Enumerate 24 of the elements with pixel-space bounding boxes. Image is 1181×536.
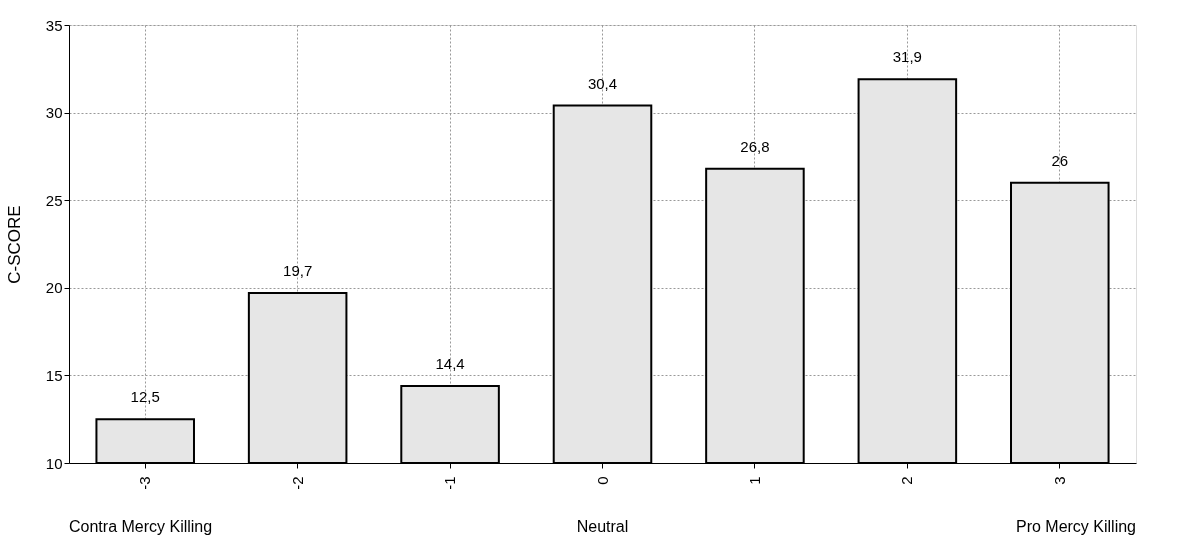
data-label: 31,9 [892,48,922,66]
y-tick-label: 35 [45,16,63,34]
y-tick-label: 20 [45,279,63,297]
y-tick-label: 25 [45,191,63,209]
text: Pro Mercy Killing [1015,518,1136,535]
data-label: 19,7 [283,262,313,280]
x-tick-label: -3 [136,476,154,490]
x-tick-label: 2 [898,476,916,485]
data-label: 14,4 [435,354,465,372]
y-axis-title: C-SCORE [4,205,24,284]
x-tick-label: 3 [1050,476,1068,485]
data-label: 26,8 [740,137,770,155]
y-tick-label: 10 [45,454,63,472]
x-tick-label: 1 [745,476,763,485]
x-tick-label: -1 [441,476,459,490]
data-label: 26 [1051,151,1069,169]
text: Neutral [576,518,629,535]
text: Contra Mercy Killing [69,518,213,535]
data-label: 30,4 [587,74,618,92]
y-tick-label: 30 [45,104,63,122]
data-label: 12,5 [130,388,160,406]
x-tick-label: 0 [593,476,611,485]
y-tick-label: 15 [45,366,63,384]
x-tick-label: -2 [288,476,306,490]
